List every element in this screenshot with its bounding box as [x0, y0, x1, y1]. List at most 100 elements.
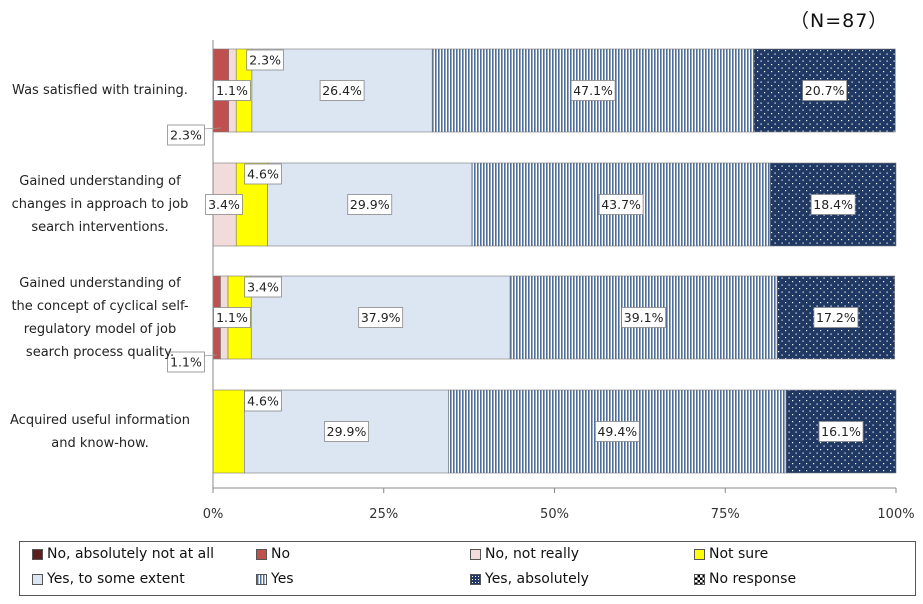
legend-swatch	[32, 548, 43, 560]
category-label-line: Gained understanding of	[19, 174, 181, 189]
legend-label: No	[271, 546, 291, 562]
data-label-2-3-text: 3.4%	[247, 280, 279, 295]
data-label-3-5: 49.4%	[594, 421, 640, 442]
data-label-0-3: 2.3%	[246, 49, 284, 71]
category-label-line: and know-how.	[51, 435, 149, 451]
data-label-0-2: 1.1%	[213, 80, 251, 101]
category-label-line: search interventions.	[31, 220, 169, 235]
legend-item-2: No, not really	[470, 546, 579, 562]
data-label-0-4: 26.4%	[319, 80, 365, 101]
data-label-0-6: 20.7%	[802, 80, 848, 101]
data-label-0-4-box	[319, 80, 365, 101]
legend-label: Yes, to some extent	[47, 571, 185, 587]
data-label-3-6-box	[818, 421, 864, 442]
data-label-3-5-box	[594, 421, 640, 442]
data-label-0-3-box	[246, 49, 284, 71]
data-label-2-4-text: 37.9%	[361, 310, 401, 325]
data-label-2-2-text: 1.1%	[216, 310, 248, 325]
legend-item-5: Yes	[256, 571, 294, 587]
legend-swatch	[694, 573, 705, 585]
data-label-2-1: 1.1%	[167, 351, 205, 373]
data-label-0-1: 2.3%	[167, 124, 205, 146]
legend-label: No, absolutely not at all	[47, 546, 215, 562]
data-label-2-5-text: 39.1%	[624, 310, 664, 325]
data-label-0-5-box	[570, 80, 616, 101]
category-label-line: changes in approach to job	[11, 197, 189, 212]
legend-item-1: No	[256, 546, 290, 562]
data-label-0-2-text: 1.1%	[216, 83, 248, 98]
data-label-2-1-text: 1.1%	[170, 355, 202, 370]
category-label-line: Was satisfied with training.	[12, 83, 188, 98]
data-label-3-4-text: 29.9%	[327, 424, 367, 439]
data-label-1-4-text: 29.9%	[350, 197, 390, 212]
data-label-2-4-box	[358, 307, 404, 328]
data-label-2-6-text: 17.2%	[816, 310, 856, 325]
legend-swatch	[32, 573, 43, 585]
data-label-2-4: 37.9%	[358, 307, 404, 328]
data-label-1-3-box	[244, 163, 282, 185]
legend-item-4: Yes, to some extent	[32, 571, 185, 587]
data-label-0-4-text: 26.4%	[322, 83, 362, 98]
data-label-3-3-box	[244, 390, 282, 412]
category-label-0: Was satisfied with training.	[0, 79, 200, 102]
data-label-0-5: 47.1%	[570, 80, 616, 101]
data-label-1-6: 18.4%	[810, 194, 856, 215]
data-label-1-5-box	[598, 194, 644, 215]
data-label-2-3-box	[244, 276, 282, 298]
category-label-line: search process quality.	[25, 344, 175, 360]
category-label-3: Acquired useful information and know-how.	[0, 409, 200, 455]
data-label-3-4-box	[324, 421, 369, 442]
data-label-3-6-text: 16.1%	[821, 424, 861, 439]
data-label-3-6: 16.1%	[818, 421, 864, 442]
x-tick-label-3: 75%	[711, 507, 740, 522]
data-label-2-5: 39.1%	[621, 307, 667, 328]
legend-item-6: Yes, absolutely	[470, 571, 589, 587]
legend-swatch	[694, 548, 705, 560]
data-label-2-2-box	[213, 307, 251, 328]
sample-size-label: （N=87）	[790, 10, 889, 32]
leader-line-0-1	[201, 127, 221, 130]
data-label-0-3-text: 2.3%	[249, 53, 281, 68]
legend-item-7: No response	[694, 571, 796, 587]
category-label-1: Gained understanding of changes in approa…	[0, 170, 200, 239]
data-label-3-3-text: 4.6%	[247, 394, 279, 409]
data-label-3-4: 29.9%	[324, 421, 369, 442]
data-label-1-6-box	[810, 194, 856, 215]
category-label-line: the concept of cyclical self-	[11, 298, 189, 314]
data-label-1-5: 43.7%	[598, 194, 644, 215]
data-label-0-5-text: 47.1%	[573, 83, 613, 98]
legend-label: Yes	[271, 571, 294, 587]
x-tick-label-0: 0%	[203, 507, 224, 522]
legend-label: Not sure	[709, 546, 769, 562]
data-label-0-6-box	[802, 80, 848, 101]
bar-segment-3-3	[212, 389, 245, 474]
bar-segment-2-4	[250, 275, 511, 360]
data-label-0-1-box	[167, 124, 205, 146]
legend-label: No response	[709, 571, 797, 587]
legend-item-0: No, absolutely not at all	[32, 546, 214, 562]
legend: No, absolutely not at all No No, not reall…	[19, 541, 916, 596]
data-label-3-3: 4.6%	[244, 390, 282, 412]
x-tick-label-2: 50%	[540, 507, 569, 522]
data-label-2-2: 1.1%	[213, 307, 251, 328]
data-label-0-1-text: 2.3%	[170, 128, 202, 143]
data-label-2-3: 3.4%	[244, 276, 282, 298]
data-label-1-2: 3.4%	[205, 194, 243, 215]
category-label-line: Gained understanding of	[19, 275, 181, 291]
data-label-2-5-box	[621, 307, 667, 328]
data-label-2-6-box	[813, 307, 859, 328]
category-label-line: regulatory model of job	[23, 321, 177, 337]
x-tick-label-1: 25%	[369, 507, 398, 522]
legend-swatch	[470, 573, 481, 585]
data-label-1-3: 4.6%	[244, 163, 282, 185]
legend-item-3: Not sure	[694, 546, 768, 562]
category-label-line: Acquired useful information	[10, 412, 190, 428]
legend-swatch	[256, 548, 267, 560]
legend-label: Yes, absolutely	[485, 571, 589, 587]
data-label-0-2-box	[213, 80, 251, 101]
legend-swatch	[256, 573, 267, 585]
data-label-1-3-text: 4.6%	[247, 167, 279, 182]
data-label-1-2-text: 3.4%	[208, 197, 240, 212]
